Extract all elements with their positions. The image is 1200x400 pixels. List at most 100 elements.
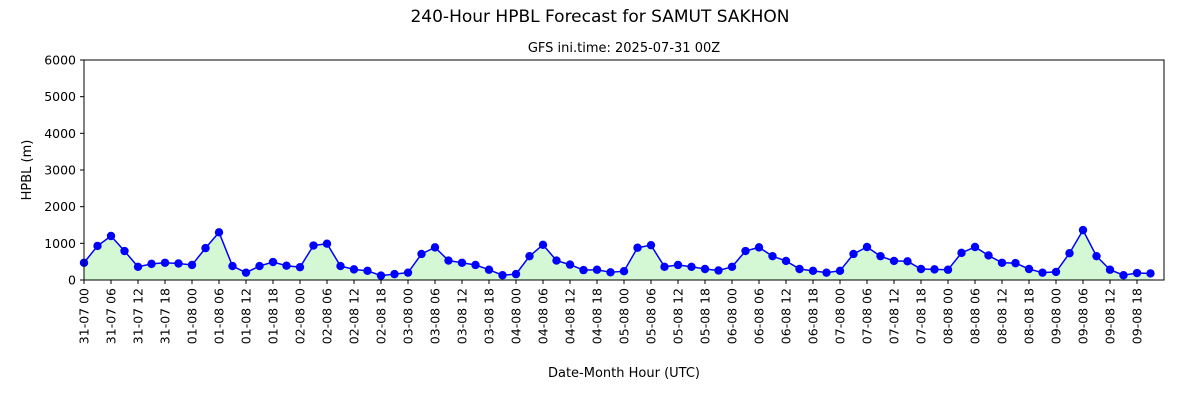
hpbl-point [876, 251, 885, 261]
hpbl-point [1119, 271, 1128, 280]
x-axis-label: Date-Month Hour (UTC) [548, 366, 700, 381]
hpbl-point [849, 249, 858, 259]
x-tick-label: 07-08 12 [887, 288, 902, 344]
x-tick-label: 03-08 00 [401, 288, 416, 344]
hpbl-point [795, 264, 804, 274]
hpbl-point [322, 239, 332, 248]
hpbl-point [1011, 258, 1020, 268]
x-tick-label: 08-08 12 [995, 288, 1010, 344]
x-tick-label: 31-07 06 [104, 288, 119, 344]
x-tick-label: 07-08 06 [860, 288, 875, 344]
x-tick-label: 09-08 18 [1130, 288, 1145, 344]
x-tick-label: 04-08 06 [536, 288, 551, 344]
hpbl-point [309, 241, 318, 250]
x-tick-label: 05-08 00 [617, 288, 632, 344]
hpbl-point [1132, 268, 1142, 278]
y-axis: 0 1000 2000 3000 4000 5000 6000 [44, 53, 84, 288]
hpbl-point [403, 268, 413, 277]
plot-area [79, 225, 1155, 280]
hpbl-point [606, 268, 615, 277]
hpbl-point [673, 260, 683, 270]
x-tick-label: 04-08 12 [563, 288, 578, 344]
hpbl-point [430, 243, 440, 252]
x-tick-label: 02-08 06 [320, 288, 335, 344]
y-tick-label: 2000 [44, 199, 76, 214]
hpbl-point [660, 262, 669, 271]
x-tick-label: 02-08 12 [347, 288, 362, 344]
x-tick-label: 01-08 00 [185, 288, 200, 344]
hpbl-point [376, 271, 386, 280]
x-tick-label: 03-08 18 [482, 288, 497, 344]
x-tick-label: 07-08 00 [833, 288, 848, 344]
x-tick-label: 31-07 12 [131, 288, 146, 344]
hpbl-point [727, 262, 737, 271]
x-tick-label: 05-08 06 [644, 288, 659, 344]
hpbl-point [201, 243, 210, 253]
hpbl-point [255, 261, 264, 271]
hpbl-point [241, 268, 251, 277]
hpbl-point [417, 249, 426, 259]
x-tick-label: 01-08 12 [239, 288, 254, 344]
hpbl-point [754, 243, 764, 252]
hpbl-point [457, 258, 467, 267]
x-tick-label: 02-08 18 [374, 288, 389, 344]
hpbl-point [336, 261, 345, 271]
x-tick-label: 08-08 18 [1022, 288, 1037, 344]
hpbl-point [741, 246, 750, 256]
hpbl-point [997, 258, 1007, 267]
plot-frame [83, 59, 1165, 281]
x-tick-label: 03-08 06 [428, 288, 443, 344]
hpbl-point [984, 251, 993, 260]
x-tick-label: 04-08 00 [509, 288, 524, 344]
hpbl-point [214, 228, 224, 237]
hpbl-point [565, 260, 575, 269]
hpbl-point [889, 256, 899, 266]
hpbl-point [1146, 269, 1155, 278]
hpbl-point [1065, 249, 1074, 258]
y-tick-label: 5000 [44, 89, 76, 104]
x-tick-label: 06-08 00 [725, 288, 740, 344]
hpbl-point [484, 265, 494, 274]
x-tick-label: 07-08 18 [914, 288, 929, 344]
hpbl-point [525, 251, 534, 261]
x-tick-label: 09-08 00 [1049, 288, 1064, 344]
x-tick-label: 02-08 00 [293, 288, 308, 344]
x-axis: 31-07 00 31-07 06 31-07 12 31-07 18 01-08 00… [77, 280, 1145, 344]
hpbl-point [592, 265, 602, 274]
hpbl-point [646, 240, 656, 250]
hpbl-point [1051, 267, 1061, 277]
x-tick-label: 09-08 12 [1103, 288, 1118, 344]
x-tick-label: 06-08 06 [752, 288, 767, 344]
hpbl-point [619, 267, 629, 276]
x-tick-label: 03-08 12 [455, 288, 470, 344]
hpbl-area [84, 230, 1151, 280]
y-tick-label: 1000 [44, 236, 76, 251]
hpbl-point [228, 261, 237, 271]
hpbl-point [916, 264, 926, 274]
x-tick-label: 05-08 12 [671, 288, 686, 344]
y-tick-label: 4000 [44, 126, 76, 141]
hpbl-point [552, 256, 561, 265]
x-tick-label: 01-08 18 [266, 288, 281, 344]
hpbl-point [282, 261, 291, 270]
chart-title: 240-Hour HPBL Forecast for SAMUT SAKHON [410, 7, 789, 27]
hpbl-point [768, 251, 777, 261]
x-tick-label: 08-08 00 [941, 288, 956, 344]
chart-subtitle: GFS ini.time: 2025-07-31 00Z [528, 41, 720, 56]
hpbl-point [498, 271, 507, 280]
hpbl-point [174, 259, 183, 268]
hpbl-point [106, 231, 116, 241]
hpbl-point [133, 262, 143, 271]
x-tick-label: 08-08 06 [968, 288, 983, 344]
x-tick-label: 09-08 06 [1076, 288, 1091, 344]
hpbl-point [268, 257, 278, 267]
hpbl-point [538, 240, 548, 249]
hpbl-point [295, 262, 305, 272]
hpbl-point [957, 248, 966, 258]
hpbl-point [808, 266, 818, 276]
hpbl-point [120, 246, 129, 256]
hpbl-point [714, 266, 723, 275]
y-tick-label: 3000 [44, 163, 76, 178]
hpbl-point [390, 269, 399, 279]
